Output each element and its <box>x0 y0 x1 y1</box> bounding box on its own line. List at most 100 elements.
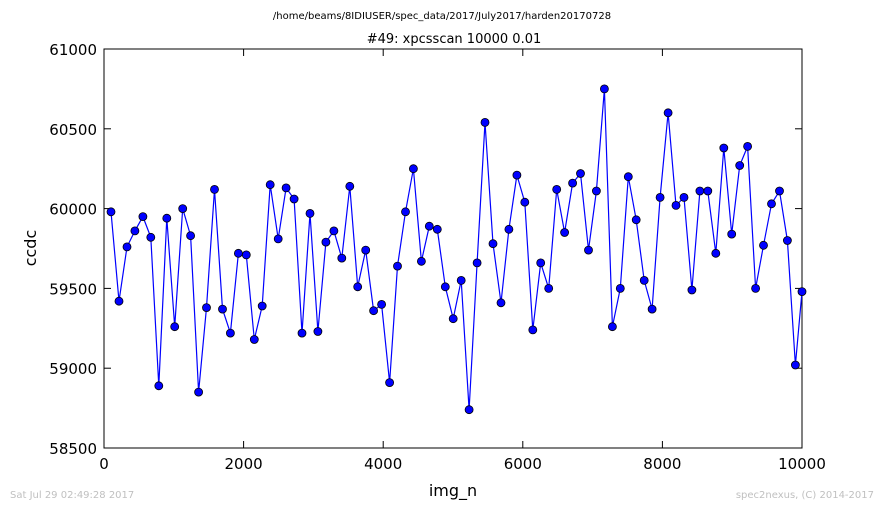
data-point <box>130 226 140 236</box>
data-point <box>528 325 538 335</box>
data-point <box>671 200 681 210</box>
data-point <box>783 236 792 245</box>
plot-area <box>106 84 807 415</box>
data-point <box>775 186 784 196</box>
data-point <box>289 194 299 204</box>
data-point <box>241 250 251 260</box>
data-point <box>178 204 188 214</box>
data-point <box>114 296 124 306</box>
data-point <box>743 141 752 151</box>
data-point <box>432 224 442 234</box>
data-point <box>448 314 458 324</box>
data-point <box>615 283 625 293</box>
y-tick-label: 60500 <box>49 121 97 139</box>
data-point <box>719 143 729 153</box>
data-point <box>321 237 331 247</box>
data-point <box>576 169 585 178</box>
data-point <box>552 184 562 194</box>
data-point <box>313 327 323 336</box>
data-point <box>233 248 243 258</box>
data-point <box>520 197 530 207</box>
data-point <box>257 301 267 311</box>
data-point <box>767 199 776 209</box>
data-point <box>154 381 164 391</box>
data-point <box>416 256 426 266</box>
data-point <box>679 192 689 202</box>
data-point <box>655 192 665 202</box>
data-point <box>544 283 554 293</box>
footer-timestamp: Sat Jul 29 02:49:28 2017 <box>10 490 134 501</box>
data-point <box>751 283 760 293</box>
data-point <box>592 186 601 196</box>
file-path-header: /home/beams/8IDIUSER/spec_data/2017/July… <box>273 11 611 22</box>
data-point <box>424 221 434 231</box>
data-point <box>194 387 204 397</box>
data-point <box>146 232 156 242</box>
data-point <box>281 183 291 193</box>
x-tick-label: 8000 <box>643 455 681 473</box>
data-point <box>647 304 657 314</box>
data-point <box>456 275 466 285</box>
data-point <box>687 285 697 295</box>
data-point <box>249 335 259 344</box>
data-point <box>623 172 633 182</box>
footer-credit: spec2nexus, (C) 2014-2017 <box>736 490 874 501</box>
y-tick-label: 58500 <box>49 440 97 458</box>
y-tick-label: 59000 <box>49 360 97 378</box>
data-point <box>265 180 275 190</box>
data-point <box>504 224 514 234</box>
data-point <box>377 299 387 309</box>
data-point <box>703 186 713 196</box>
data-point <box>464 405 474 415</box>
data-point <box>584 245 593 255</box>
data-point <box>401 207 410 217</box>
y-tick-label: 60000 <box>49 201 97 219</box>
data-point <box>273 234 283 244</box>
data-point <box>480 118 490 127</box>
data-point <box>202 303 211 313</box>
x-axis: 0 2000 4000 6000 8000 10000 <box>99 49 826 473</box>
data-point <box>568 178 577 188</box>
data-point <box>639 275 649 285</box>
data-point <box>512 170 522 180</box>
chart-title: #49: xpcsscan 10000 0.01 <box>367 32 542 47</box>
x-tick-label: 4000 <box>364 455 402 473</box>
data-point <box>711 248 721 258</box>
data-point <box>170 322 180 332</box>
data-point <box>440 282 450 292</box>
data-point <box>106 207 116 217</box>
data-point <box>138 212 148 222</box>
data-point <box>210 184 219 194</box>
data-point <box>162 213 172 223</box>
plot-frame <box>103 48 803 449</box>
data-point <box>496 298 506 308</box>
data-point <box>408 164 418 174</box>
data-point <box>663 108 673 118</box>
x-tick-label: 0 <box>99 455 109 473</box>
data-point <box>361 245 371 255</box>
data-point <box>608 322 617 332</box>
data-point <box>337 253 347 263</box>
data-point <box>488 239 498 249</box>
data-point <box>122 242 132 252</box>
data-point <box>536 258 546 268</box>
series-line <box>110 88 803 410</box>
x-axis-label: img_n <box>429 481 477 501</box>
y-axis: 58500 59000 59500 60000 60500 61000 <box>49 41 802 458</box>
data-point <box>393 261 402 271</box>
data-point <box>345 181 355 191</box>
data-point <box>631 215 641 225</box>
data-point <box>369 306 379 316</box>
data-point <box>791 360 800 370</box>
data-point <box>297 328 307 338</box>
data-point <box>735 161 745 170</box>
data-point <box>329 226 339 236</box>
data-point <box>186 231 196 241</box>
data-point <box>600 84 609 94</box>
data-point <box>560 228 569 237</box>
x-tick-label: 2000 <box>225 455 263 473</box>
data-point <box>218 304 227 314</box>
data-point <box>385 378 395 388</box>
y-tick-label: 61000 <box>49 41 97 59</box>
